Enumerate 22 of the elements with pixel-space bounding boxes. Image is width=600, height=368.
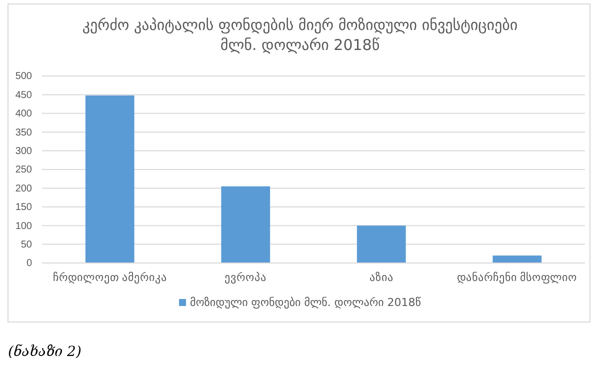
legend-label: მოზიდული ფონდები მლნ. დოლარი 2018წ [190, 296, 422, 309]
y-tick-label: 250 [15, 164, 32, 176]
bar [221, 186, 270, 263]
text: (ნახაზი 2) [8, 344, 82, 360]
y-tick-label: 500 [15, 71, 32, 82]
x-tick-label: აზია [369, 270, 394, 284]
y-tick-label: 400 [15, 108, 32, 120]
x-tick-label: დანარჩენი მსოფლიო [457, 270, 578, 284]
bar [356, 226, 406, 263]
x-tick-label: ჩრდილოეთ ამერიკა [52, 270, 167, 284]
y-tick-label: 200 [15, 183, 32, 194]
bar [492, 256, 542, 263]
y-tick-label: 50 [20, 240, 32, 250]
bar [85, 95, 134, 263]
y-tick-label: 450 [15, 90, 32, 101]
x-tick-label: ევროპა [224, 270, 267, 284]
chart-title: კერძო კაპიტალის ფონდების მიერ მოზიდული ინვესტიციები მლნ. დოლარი 2018წ [82, 16, 518, 54]
y-tick-label: 350 [15, 127, 32, 138]
y-tick-label: 150 [15, 202, 32, 214]
y-tick-label: 0 [26, 258, 32, 270]
y-tick-label: 300 [15, 146, 32, 157]
y-tick-label: 100 [15, 220, 32, 232]
